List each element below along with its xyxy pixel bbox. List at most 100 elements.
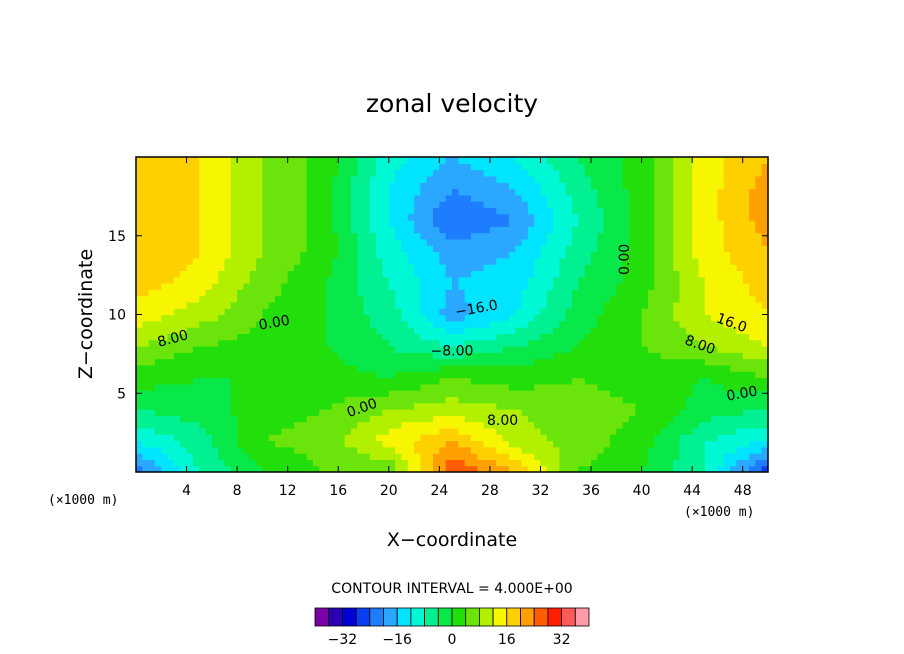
- field-cell: [591, 163, 598, 171]
- field-cell: [243, 264, 251, 271]
- field-cell: [660, 377, 668, 385]
- field-cell: [521, 226, 529, 234]
- field-cell: [148, 434, 156, 442]
- field-cell: [603, 396, 611, 404]
- field-cell: [628, 390, 636, 397]
- field-cell: [470, 175, 478, 183]
- field-cell: [344, 465, 352, 472]
- field-cell: [736, 207, 744, 215]
- field-cell: [704, 427, 712, 435]
- field-cell: [679, 333, 687, 341]
- field-cell: [262, 251, 270, 259]
- field-cell: [483, 346, 491, 353]
- field-cell: [452, 339, 459, 347]
- field-cell: [338, 220, 346, 227]
- field-cell: [578, 371, 586, 379]
- field-cell: [508, 188, 516, 196]
- field-cell: [730, 320, 737, 328]
- field-cell: [641, 421, 649, 429]
- field-cell: [142, 459, 150, 467]
- field-cell: [312, 207, 320, 215]
- field-cell: [281, 346, 289, 353]
- field-cell: [698, 333, 706, 341]
- field-cell: [591, 257, 598, 265]
- field-cell: [218, 427, 226, 435]
- field-cell: [578, 427, 586, 435]
- field-cell: [584, 358, 592, 366]
- field-cell: [294, 377, 301, 385]
- field-cell: [723, 371, 731, 379]
- field-cell: [515, 308, 523, 316]
- field-cell: [136, 383, 143, 391]
- field-cell: [439, 339, 447, 347]
- field-cell: [723, 182, 731, 190]
- field-cell: [723, 270, 731, 278]
- field-cell: [218, 213, 226, 221]
- field-cell: [502, 339, 510, 347]
- field-cell: [319, 169, 327, 177]
- field-cell: [565, 226, 573, 234]
- field-cell: [641, 226, 649, 234]
- field-cell: [211, 270, 219, 278]
- field-cell: [477, 421, 485, 429]
- field-cell: [376, 346, 384, 353]
- field-cell: [275, 213, 282, 221]
- field-cell: [641, 409, 649, 416]
- field-cell: [275, 427, 282, 435]
- field-cell: [559, 226, 567, 234]
- field-cell: [654, 226, 662, 234]
- field-cell: [578, 308, 586, 316]
- field-cell: [312, 283, 320, 290]
- field-cell: [376, 157, 384, 164]
- field-cell: [205, 238, 213, 246]
- field-cell: [565, 415, 573, 423]
- field-cell: [363, 295, 371, 303]
- field-cell: [287, 188, 295, 196]
- field-cell: [275, 163, 282, 171]
- field-cell: [477, 333, 485, 341]
- field-cell: [635, 245, 643, 253]
- field-cell: [369, 220, 377, 227]
- field-cell: [452, 383, 459, 391]
- field-cell: [698, 446, 706, 454]
- field-cell: [319, 163, 327, 171]
- field-cell: [268, 220, 276, 227]
- field-cell: [527, 320, 535, 328]
- field-cell: [420, 415, 428, 423]
- field-cell: [559, 409, 567, 416]
- field-cell: [414, 446, 421, 454]
- field-cell: [388, 163, 396, 171]
- field-cell: [660, 251, 668, 259]
- field-cell: [161, 364, 169, 372]
- field-cell: [679, 157, 687, 164]
- field-cell: [654, 434, 662, 442]
- field-cell: [597, 371, 605, 379]
- field-cell: [268, 364, 276, 372]
- field-cell: [312, 314, 320, 322]
- field-cell: [647, 465, 655, 472]
- field-cell: [458, 194, 466, 202]
- field-cell: [312, 327, 320, 334]
- field-cell: [452, 314, 459, 322]
- field-cell: [230, 308, 238, 316]
- field-cell: [401, 207, 409, 215]
- field-cell: [698, 352, 706, 360]
- field-cell: [628, 238, 636, 246]
- field-cell: [464, 459, 472, 467]
- field-cell: [610, 415, 617, 423]
- field-cell: [711, 440, 719, 448]
- field-cell: [300, 371, 308, 379]
- field-cell: [426, 421, 434, 429]
- field-cell: [395, 371, 403, 379]
- field-cell: [521, 396, 529, 404]
- field-cell: [483, 157, 491, 164]
- field-cell: [654, 421, 662, 429]
- field-cell: [401, 409, 409, 416]
- field-cell: [749, 194, 756, 202]
- field-cell: [742, 276, 750, 284]
- field-cell: [489, 364, 497, 372]
- field-cell: [540, 163, 548, 171]
- field-cell: [300, 251, 308, 259]
- field-cell: [230, 213, 238, 221]
- field-cell: [464, 402, 472, 410]
